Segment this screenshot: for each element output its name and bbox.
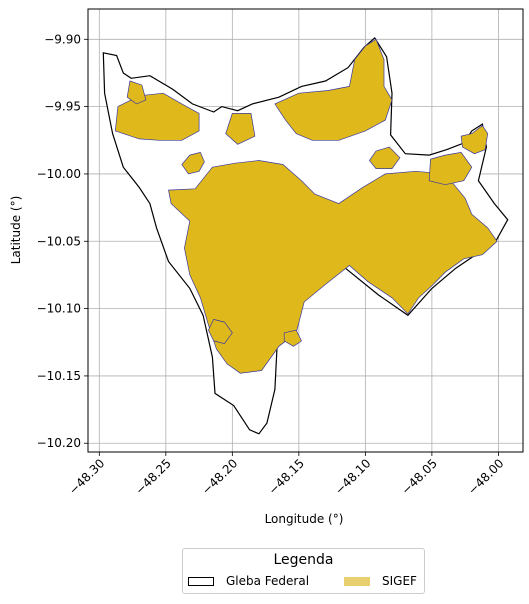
legend-item-gleba-federal: Gleba Federal: [188, 574, 309, 588]
sigef-parcel: [368, 146, 401, 169]
x-tick-label: −48.25: [133, 456, 174, 497]
x-tick-label: −48.05: [399, 456, 440, 497]
layer-sigef: [114, 38, 498, 374]
x-tick-label: −48.15: [266, 456, 307, 497]
y-tick-label: −10.05: [37, 234, 81, 248]
sigef-swatch-icon: [344, 576, 370, 586]
sigef-parcel: [274, 38, 393, 141]
sigef-parcel: [208, 318, 233, 344]
y-tick-label: −10.10: [37, 302, 81, 316]
sigef-parcel: [428, 152, 473, 186]
y-tick-label: −10.20: [37, 436, 81, 450]
legend-label-gleba-federal: Gleba Federal: [226, 574, 310, 588]
map-layers: [102, 36, 509, 435]
x-tick-label: −48.10: [332, 456, 373, 497]
sigef-parcel: [126, 80, 147, 105]
legend-title: Legenda: [273, 552, 334, 568]
y-tick-label: −9.95: [44, 100, 81, 114]
legend-item-sigef: SIGEF: [344, 574, 417, 588]
legend: Legenda Gleba Federal SIGEF: [182, 548, 425, 594]
sigef-parcel: [114, 92, 200, 141]
sigef-parcel: [460, 124, 489, 155]
sigef-parcel: [225, 113, 256, 145]
x-tick-label: −48.30: [66, 456, 107, 497]
y-tick-label: −10.00: [37, 167, 81, 181]
legend-label-sigef: SIGEF: [382, 574, 417, 588]
x-tick-label: −48.20: [199, 456, 240, 497]
y-tick-label: −10.15: [37, 369, 81, 383]
sigef-parcel: [168, 160, 498, 374]
plot-frame: [87, 8, 524, 453]
gleba-swatch-icon: [188, 576, 214, 586]
sigef-parcel: [181, 151, 205, 175]
x-axis-title: Longitude (°): [265, 512, 344, 526]
sigef-parcel: [283, 329, 302, 347]
x-tick-label: −48.00: [465, 456, 506, 497]
y-tick-label: −9.90: [44, 32, 81, 46]
y-axis-title: Latitude (°): [9, 196, 23, 265]
y-axis-ticks: −9.90 −9.95 −10.00 −10.05 −10.10 −10.15 −10.20: [37, 32, 88, 450]
x-axis-ticks: −48.30 −48.25 −48.20 −48.15 −48.10 −48.05 −48.…: [66, 452, 507, 498]
